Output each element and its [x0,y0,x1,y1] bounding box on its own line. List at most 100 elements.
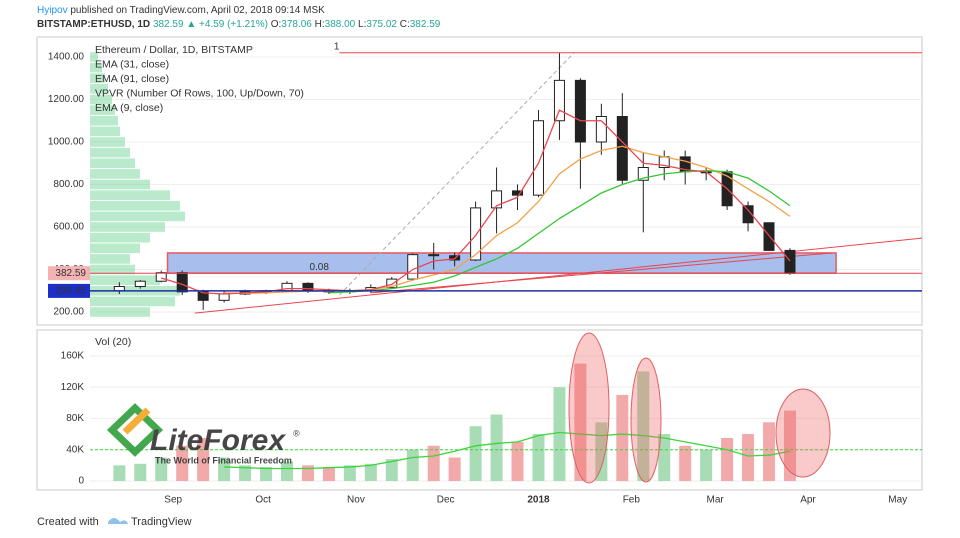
ohlc-value: 378.06 [281,19,312,30]
candle-body [302,282,314,292]
candle-body [784,249,796,274]
x-tick-label: Apr [800,495,816,506]
volume-bar [616,394,629,482]
volume-bar [343,465,356,482]
volume-bar [721,437,734,482]
profile-bar [90,73,105,84]
ema-line [161,109,791,295]
x-tick-label: Oct [255,495,271,506]
profile-bar [90,211,185,222]
candle-body [742,205,754,224]
volume-bar [260,466,273,482]
y-tick-label: 0 [78,476,84,487]
volume-bar [406,449,419,482]
candle-body [637,167,649,181]
volume-bar [763,422,776,482]
candle-body [470,207,482,261]
volume-bar [364,463,377,482]
volume-ma [224,431,791,470]
profile-bar [90,264,135,275]
y-tick-label: 40K [66,444,84,455]
watermark-mark: ® [293,428,300,438]
candle-body [532,120,544,196]
profile-bar [90,275,160,285]
price-pane [36,36,923,326]
highlight [775,388,831,478]
volume-bar [679,445,692,482]
candle-body [553,79,565,122]
y-tick-label: 80K [66,413,84,424]
y-tick-label: 1400.00 [48,52,85,63]
volume-bar [574,363,587,482]
y-tick-label: 200.00 [53,307,84,318]
level-label: 0.08 [309,262,329,273]
symbol: BITSTAMP:ETHUSD, 1D [37,19,150,30]
ohlc-key: C: [400,19,410,30]
volume-bar [595,422,608,482]
candle-body [113,286,125,292]
volume-bar [490,414,503,482]
footer-brand[interactable]: TradingView [131,516,192,528]
legend-entry: EMA (91, close) [95,73,169,85]
author[interactable]: Hyipov [37,5,68,16]
profile-bar [90,147,130,158]
ema-line [328,170,791,294]
ohlc-value: 388.00 [325,19,356,30]
profile-bar [90,52,98,62]
ohlc-key: H: [315,19,325,30]
profile-bar [90,115,118,126]
published: published on TradingView.com, April 02, … [70,5,325,16]
legend-entry: EMA (9, close) [95,102,163,114]
profile-bar [90,105,115,115]
volume-bar [134,463,147,482]
watermark: LiteForex ® The World of Financial Freed… [106,403,300,465]
x-tick-label: Dec [437,495,455,506]
volume-bar [197,437,210,482]
candle-body [176,272,188,293]
ohlc-value: 375.02 [366,19,397,30]
volume-bar [176,445,189,482]
volume-bar [637,371,650,482]
profile-bar [90,254,130,264]
volume-bar [742,434,755,482]
profile-bar [90,307,150,317]
ohlc-key: O: [271,19,282,30]
volume-bar [469,426,482,482]
volume-title: Vol (20) [95,336,131,348]
level-label: 1 [334,41,340,52]
y-tick-label: 160K [61,350,85,361]
profile-bar [90,169,140,179]
volume-bar [239,465,252,482]
x-tick-label: 2018 [527,495,550,506]
legend-entry: EMA (31, close) [95,58,169,70]
volume-bar [511,441,524,482]
arrow: ▲ [186,19,196,30]
candle-body [134,280,146,288]
highlight [630,357,662,483]
highlight [568,332,610,484]
x-tick-label: May [888,495,907,506]
trendline [194,237,923,314]
profile-bar [90,84,108,94]
price-label: 299.45 [55,286,86,297]
watermark-slogan: The World of Financial Freedom [155,455,292,465]
volume-bar [532,434,545,482]
last-price: 382.59 [153,19,184,30]
profile-bar [90,126,120,137]
candle-body [386,278,398,289]
price-label-box [48,283,90,298]
logo [122,407,151,435]
legend-entry: VPVR (Number Of Rows, 100, Up/Down, 70) [95,87,304,99]
profile-bar [90,137,125,147]
volume-bar [322,466,335,482]
candle-body [595,115,607,143]
y-tick-label: 800.00 [53,179,84,190]
x-tick-label: Feb [623,495,641,506]
candle-body [407,254,419,280]
candle-body [574,79,586,143]
candle-body [155,272,167,282]
y-tick-label: 120K [61,382,85,393]
candle-body [512,190,524,196]
profile-bar [90,62,102,73]
